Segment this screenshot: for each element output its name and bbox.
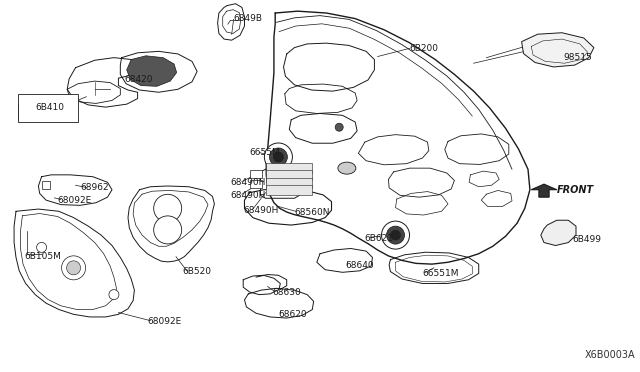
Polygon shape (522, 33, 594, 67)
Text: 98515: 98515 (563, 53, 592, 62)
Polygon shape (531, 184, 557, 197)
Text: 6B520: 6B520 (182, 267, 211, 276)
Circle shape (154, 194, 182, 222)
Circle shape (264, 143, 292, 171)
Bar (266, 185, 312, 195)
Text: 68560N: 68560N (294, 208, 330, 217)
Text: 68640: 68640 (346, 262, 374, 270)
Text: 68620: 68620 (278, 310, 307, 319)
Circle shape (36, 243, 47, 252)
Circle shape (154, 216, 182, 244)
Ellipse shape (338, 162, 356, 174)
Text: 6B621: 6B621 (365, 234, 394, 243)
Text: 68092E: 68092E (58, 196, 92, 205)
Circle shape (273, 152, 284, 162)
Text: 68420: 68420 (125, 76, 154, 84)
Text: 68490H: 68490H (230, 191, 266, 200)
Text: 6849B: 6849B (234, 14, 262, 23)
Circle shape (390, 230, 401, 240)
Text: 6B499: 6B499 (573, 235, 602, 244)
Circle shape (109, 290, 119, 299)
Bar (266, 178, 312, 188)
Text: 68630: 68630 (272, 288, 301, 296)
Bar (266, 170, 312, 180)
Bar (250, 180, 262, 188)
Bar (18, 94, 78, 122)
Circle shape (335, 123, 343, 131)
Bar (42, 181, 50, 189)
Circle shape (387, 226, 404, 244)
Text: 6B105M: 6B105M (24, 252, 61, 261)
Text: 66551M: 66551M (422, 269, 459, 278)
Text: 6655M: 6655M (250, 148, 280, 157)
Text: 68092E: 68092E (147, 317, 182, 326)
Text: 6B200: 6B200 (410, 44, 438, 53)
Text: X6B0003A: X6B0003A (584, 350, 635, 360)
Text: FRONT: FRONT (557, 185, 594, 195)
Polygon shape (541, 220, 576, 246)
Text: 68490H: 68490H (230, 178, 266, 187)
Polygon shape (127, 56, 177, 86)
Circle shape (269, 148, 287, 166)
Text: 68962: 68962 (80, 183, 109, 192)
Text: 68490H: 68490H (243, 206, 278, 215)
Bar (250, 170, 262, 178)
Circle shape (381, 221, 410, 249)
Bar (266, 163, 312, 173)
Text: 6B410: 6B410 (35, 103, 64, 112)
Circle shape (61, 256, 86, 280)
Circle shape (67, 261, 81, 275)
